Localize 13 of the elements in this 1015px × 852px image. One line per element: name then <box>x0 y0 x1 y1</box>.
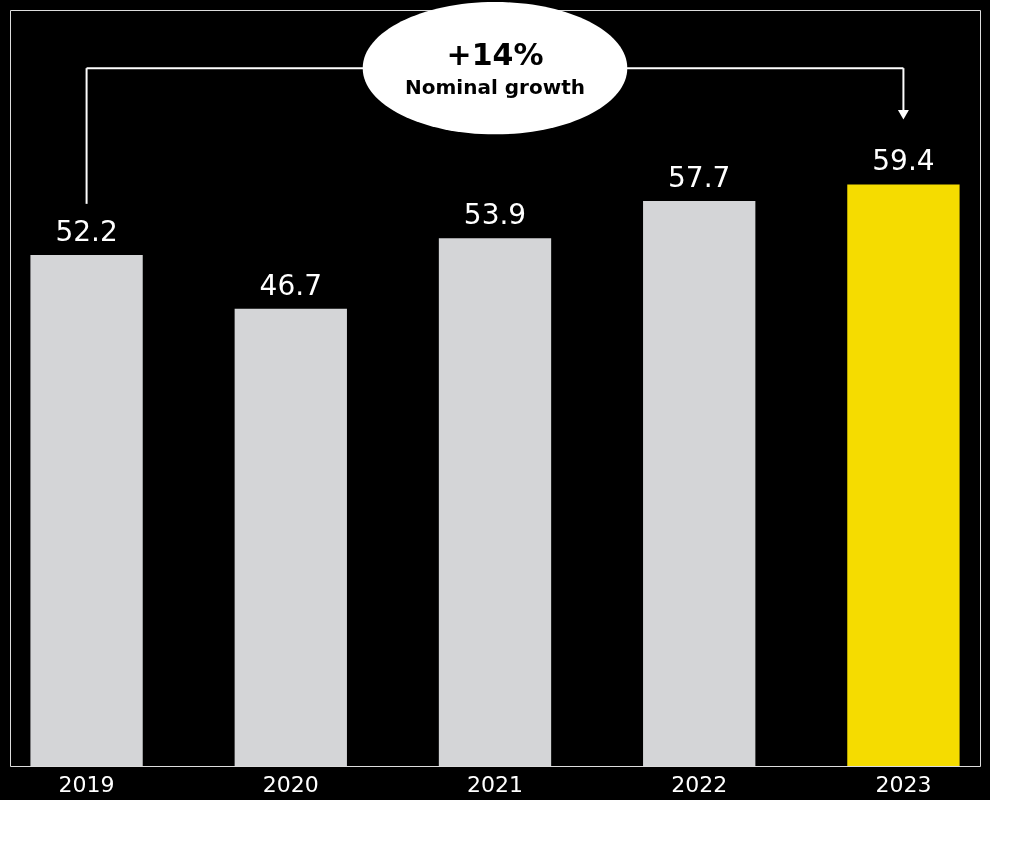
data-label: 53.9 <box>463 198 527 232</box>
text: +14% <box>446 37 544 73</box>
x-tick-label: 2023 <box>875 771 932 797</box>
x-tick-label: 2021 <box>467 771 523 797</box>
data-label: 59.4 <box>872 144 935 178</box>
x-tick-label: 2022 <box>671 771 728 797</box>
data-label: 57.7 <box>668 161 731 195</box>
x-tick-label: 2020 <box>262 771 319 797</box>
data-label: 52.2 <box>55 214 118 248</box>
x-tick-label: 2019 <box>58 771 115 797</box>
bar <box>847 184 960 766</box>
data-label: 46.7 <box>259 268 322 302</box>
text: Nominal growth <box>405 75 585 100</box>
